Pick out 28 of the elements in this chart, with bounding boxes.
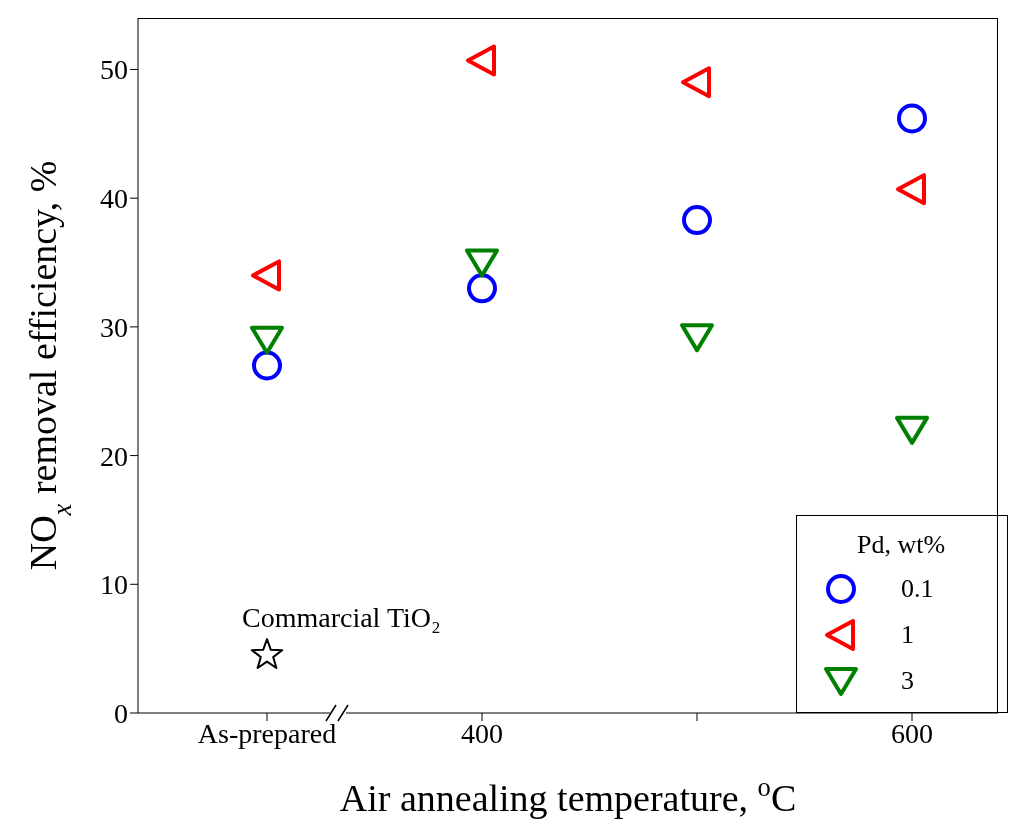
y-tick-label: 30 [100,311,128,343]
legend-label: 0.1 [901,574,934,604]
point [252,350,282,381]
point [895,415,929,445]
point [465,248,499,278]
legend-label: 1 [901,620,914,650]
y-tick-label: 20 [100,440,128,472]
point [466,44,496,77]
y-tick-label: 0 [114,697,128,729]
x-tick-label: 600 [891,717,933,749]
point [251,259,281,292]
point [250,638,284,670]
point [681,66,711,99]
point [897,103,927,134]
y-tick-label: 40 [100,183,128,215]
legend-label: 3 [901,666,914,696]
x-tick-label: 400 [461,717,503,749]
annotation: Commarcial TiO₂ [242,602,441,634]
point [682,205,712,236]
point [896,173,926,206]
legend-title: Pd, wt% [857,530,947,560]
point [467,273,497,304]
y-tick-label: 10 [100,569,128,601]
point [680,323,714,353]
y-tick-label: 50 [100,54,128,86]
x-tick-label: As-prepared [197,717,337,749]
point [250,325,284,355]
x-axis-title: Air annealing temperature, $^{o}$C [339,772,797,819]
